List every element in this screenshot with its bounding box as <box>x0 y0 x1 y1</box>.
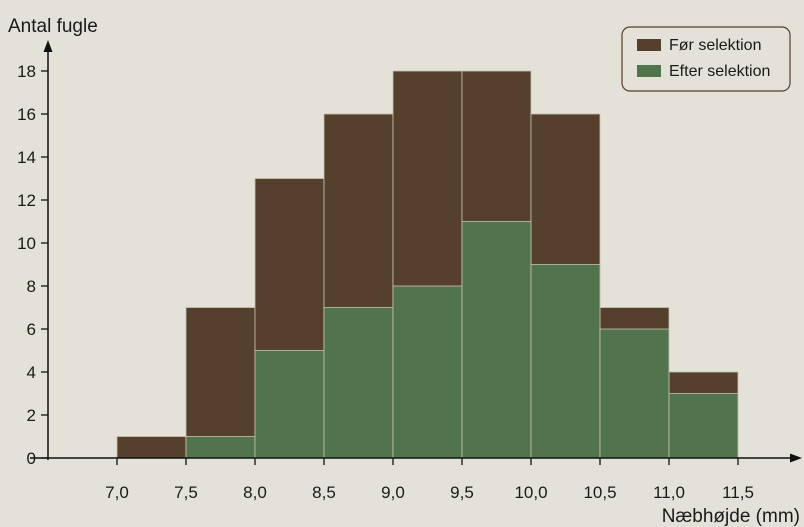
y-tick-label: 2 <box>27 406 36 425</box>
x-tick-label: 7,5 <box>174 483 198 502</box>
after-selection-bars <box>185 221 739 459</box>
x-tick-label: 10,0 <box>514 483 547 502</box>
legend: Før selektion Efter selektion <box>621 26 791 92</box>
legend-swatch-before <box>637 39 661 51</box>
x-tick-label: 11,5 <box>722 483 754 502</box>
bar-after-1 <box>185 436 256 459</box>
x-tick-label: 10,5 <box>583 483 616 502</box>
bar-after-7 <box>599 328 670 459</box>
bar-before-0 <box>116 436 187 459</box>
x-tick-label: 8,5 <box>312 483 336 502</box>
y-tick-label: 18 <box>17 62 36 81</box>
x-axis <box>30 453 802 463</box>
x-tick-label: 9,5 <box>450 483 474 502</box>
y-axis-title: Antal fugle <box>8 16 98 37</box>
x-tick-label: 11,0 <box>653 483 685 502</box>
y-tick-label: 10 <box>17 234 36 253</box>
y-tick-label: 6 <box>27 320 36 339</box>
y-tick-label: 8 <box>27 277 36 296</box>
legend-label-before: Før selektion <box>669 37 761 54</box>
legend-box <box>621 26 791 92</box>
y-tick-label: 12 <box>17 191 36 210</box>
bar-after-8 <box>668 393 739 459</box>
y-axis-arrow <box>43 40 53 52</box>
bar-after-5 <box>461 221 532 459</box>
legend-label-after: Efter selektion <box>669 63 770 80</box>
x-tick-label: 9,0 <box>381 483 405 502</box>
y-ticks: 0 2 4 6 8 10 12 14 16 18 <box>17 62 48 468</box>
bar-after-3 <box>323 307 394 459</box>
x-tick-label: 8,0 <box>243 483 267 502</box>
bar-after-4 <box>392 285 463 459</box>
x-tick-label: 7,0 <box>105 483 129 502</box>
y-tick-label: 16 <box>17 105 36 124</box>
y-tick-label: 4 <box>27 363 36 382</box>
bar-after-6 <box>530 264 601 459</box>
x-axis-title: Næbhøjde (mm) <box>662 506 800 527</box>
y-tick-label: 0 <box>27 449 36 468</box>
bar-after-2 <box>254 350 325 459</box>
y-axis <box>43 40 53 460</box>
bar-before-1 <box>185 307 256 459</box>
y-tick-label: 14 <box>17 148 36 167</box>
x-axis-arrow <box>790 453 802 463</box>
legend-swatch-after <box>637 65 661 77</box>
x-ticks: 7,0 7,5 8,0 8,5 9,0 9,5 10,0 10,5 11,0 11,5 <box>105 458 754 502</box>
